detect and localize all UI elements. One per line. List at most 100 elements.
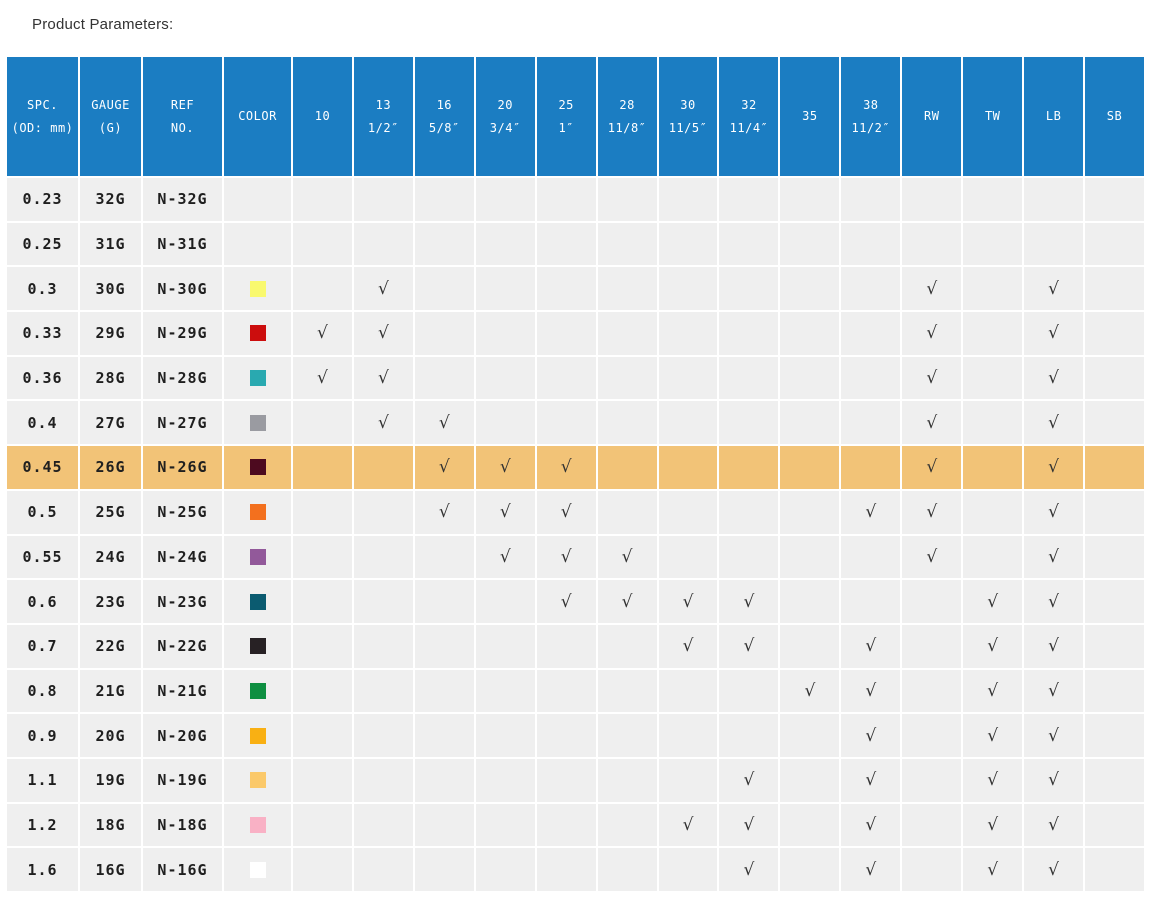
check-mark: √	[682, 636, 694, 657]
size-cell-30: √	[658, 580, 718, 623]
gauge-cell: 18G	[80, 803, 141, 847]
size-cell-TW	[963, 535, 1023, 579]
size-cell-TW: √	[963, 669, 1023, 713]
spc-cell: 1.1	[7, 758, 78, 802]
column-header-30: 30 11/5″	[658, 57, 718, 176]
column-header-sublabel: 11/4″	[729, 120, 769, 135]
check-mark: √	[865, 859, 877, 880]
check-mark: √	[987, 725, 999, 746]
size-cell-10: √	[293, 312, 352, 355]
size-cell-25	[536, 267, 596, 311]
size-cell-20	[475, 312, 535, 355]
size-cell-13: √	[353, 356, 413, 400]
size-cell-32	[719, 356, 779, 400]
spc-cell: 0.5	[7, 490, 78, 534]
check-mark: √	[1048, 368, 1060, 389]
gauge-cell: 25G	[80, 490, 141, 534]
column-header-sublabel: 5/8″	[428, 120, 460, 135]
check-mark: √	[377, 278, 389, 299]
size-cell-SB	[1085, 490, 1144, 534]
size-cell-38	[841, 222, 901, 266]
size-cell-13	[353, 624, 413, 668]
gauge-cell: 24G	[80, 535, 141, 579]
column-header-sublabel: 11/2″	[851, 120, 891, 135]
column-header-label: SPC.	[27, 97, 58, 112]
size-cell-TW	[963, 267, 1023, 311]
size-cell-38: √	[841, 714, 901, 757]
size-cell-16	[414, 580, 474, 623]
size-cell-16	[414, 669, 474, 713]
gauge-cell: 23G	[80, 580, 141, 623]
size-cell-28	[597, 312, 657, 355]
column-header-label: 16	[436, 97, 453, 112]
size-cell-SB	[1085, 624, 1144, 668]
size-cell-38	[841, 312, 901, 355]
size-cell-10	[293, 490, 352, 534]
size-cell-32	[719, 446, 779, 489]
check-mark: √	[743, 859, 755, 880]
column-header-sublabel: 11/8″	[607, 120, 647, 135]
column-header-TW: TW	[963, 57, 1023, 176]
size-cell-TW	[963, 356, 1023, 400]
size-cell-38	[841, 356, 901, 400]
size-cell-16	[414, 848, 474, 891]
size-cell-35	[780, 267, 840, 311]
size-cell-35	[780, 803, 840, 847]
column-header-sublabel: NO.	[170, 120, 195, 135]
size-cell-16	[414, 312, 474, 355]
size-cell-10	[293, 580, 352, 623]
check-mark: √	[926, 502, 938, 523]
gauge-cell: 28G	[80, 356, 141, 400]
size-cell-32	[719, 401, 779, 445]
size-cell-32: √	[719, 624, 779, 668]
size-cell-TW	[963, 222, 1023, 266]
size-cell-35	[780, 356, 840, 400]
check-mark: √	[865, 814, 877, 835]
spc-cell: 0.36	[7, 356, 78, 400]
size-cell-32	[719, 535, 779, 579]
check-mark: √	[1048, 591, 1060, 612]
size-cell-RW: √	[902, 312, 962, 355]
check-mark: √	[1048, 814, 1060, 835]
size-cell-28	[597, 803, 657, 847]
gauge-cell: 31G	[80, 222, 141, 266]
color-cell	[224, 446, 291, 489]
size-cell-LB: √	[1024, 401, 1084, 445]
color-cell	[224, 178, 291, 221]
ref-cell: N-16G	[143, 848, 222, 891]
size-cell-10	[293, 848, 352, 891]
size-cell-38: √	[841, 490, 901, 534]
size-cell-30	[658, 178, 718, 221]
size-cell-10	[293, 267, 352, 311]
ref-cell: N-21G	[143, 669, 222, 713]
size-cell-LB: √	[1024, 490, 1084, 534]
ref-cell: N-32G	[143, 178, 222, 221]
check-mark: √	[987, 591, 999, 612]
ref-cell: N-23G	[143, 580, 222, 623]
size-cell-TW: √	[963, 580, 1023, 623]
color-cell	[224, 848, 291, 891]
size-cell-30: √	[658, 803, 718, 847]
size-cell-LB: √	[1024, 624, 1084, 668]
color-cell	[224, 356, 291, 400]
check-mark: √	[865, 725, 877, 746]
check-mark: √	[621, 546, 633, 567]
column-header-label: SB	[1106, 109, 1123, 124]
size-cell-TW	[963, 401, 1023, 445]
size-cell-38: √	[841, 669, 901, 713]
column-header-sublabel: 3/4″	[489, 120, 521, 135]
size-cell-RW	[902, 758, 962, 802]
size-cell-38: √	[841, 758, 901, 802]
color-swatch	[249, 816, 266, 833]
size-cell-RW: √	[902, 267, 962, 311]
size-cell-13	[353, 669, 413, 713]
size-cell-13: √	[353, 401, 413, 445]
size-cell-LB: √	[1024, 356, 1084, 400]
check-mark: √	[926, 368, 938, 389]
size-cell-35	[780, 714, 840, 757]
size-cell-30	[658, 267, 718, 311]
size-cell-28	[597, 178, 657, 221]
size-cell-10	[293, 446, 352, 489]
check-mark: √	[377, 323, 389, 344]
column-header-label: 38	[863, 97, 879, 112]
